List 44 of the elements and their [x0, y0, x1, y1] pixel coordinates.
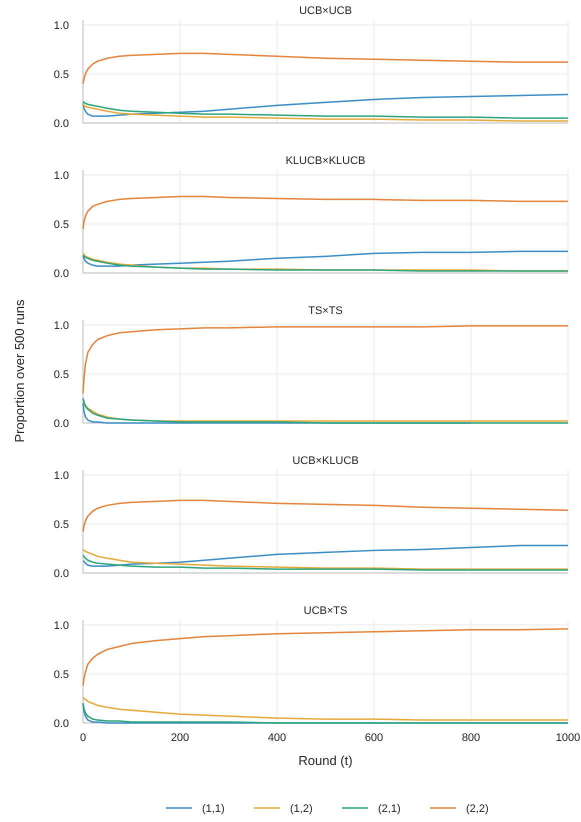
y-tick-label: 1.0	[54, 320, 69, 332]
line-series	[82, 94, 569, 117]
x-tick-label: 200	[170, 732, 190, 744]
y-tick-label: 0.5	[54, 668, 69, 681]
line-series	[82, 696, 569, 721]
x-tick-label: 400	[268, 732, 286, 744]
x-tick-label: 1000	[556, 732, 580, 744]
line-series	[82, 548, 569, 570]
y-tick-label: 1.0	[54, 470, 69, 482]
y-tick-label: 0.0	[54, 118, 69, 130]
y-tick-label: 0.5	[54, 518, 69, 531]
x-tick-label: 600	[364, 732, 384, 744]
line-series	[82, 250, 569, 267]
legend-label: (2,1)	[378, 802, 401, 815]
line-series	[82, 628, 569, 686]
legend-label: (2,2)	[466, 802, 489, 815]
line-series	[82, 100, 569, 119]
x-axis-title: Round (t)	[298, 753, 353, 768]
y-tick-label: 0.5	[54, 368, 69, 381]
line-series	[82, 544, 569, 567]
chart-title: UCB×TS	[304, 605, 348, 617]
chart-title: KLUCB×KLUCB	[286, 155, 366, 167]
y-tick-label: 0.0	[54, 718, 69, 730]
chart-title: UCB×UCB	[299, 5, 352, 17]
x-tick-label: 800	[462, 732, 480, 744]
line-series	[82, 554, 569, 571]
y-tick-label: 0.5	[54, 68, 69, 81]
y-tick-label: 0.0	[54, 568, 69, 580]
y-tick-label: 1.0	[54, 620, 69, 632]
line-series	[82, 325, 569, 394]
x-tick-label: 0	[80, 732, 86, 744]
line-series	[82, 196, 569, 230]
line-series	[82, 52, 569, 85]
legend-label: (1,1)	[202, 802, 225, 815]
y-tick-label: 1.0	[54, 20, 69, 32]
y-tick-label: 1.0	[54, 170, 69, 182]
line-series	[82, 500, 569, 533]
y-tick-label: 0.0	[54, 418, 69, 430]
legend-label: (1,2)	[290, 802, 313, 815]
chart-title: UCB×KLUCB	[292, 455, 359, 467]
y-tick-label: 0.5	[54, 218, 69, 231]
y-tick-label: 0.0	[54, 268, 69, 280]
y-axis-title: Proportion over 500 runs	[12, 298, 27, 443]
chart-title: TS×TS	[308, 305, 343, 317]
